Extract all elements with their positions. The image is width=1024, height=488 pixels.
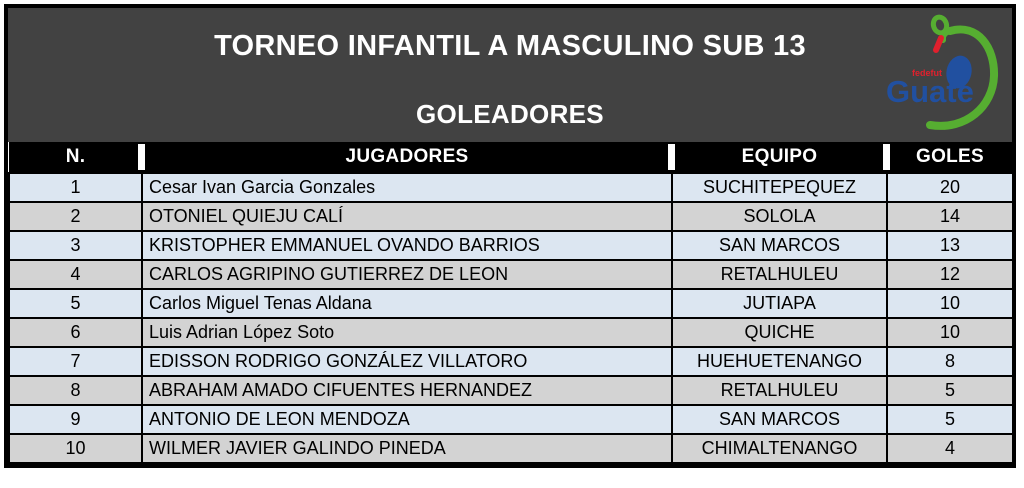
goals-cell: 13: [886, 230, 1014, 261]
rank-cell: 8: [8, 375, 143, 406]
column-header-jugadores: JUGADORES: [138, 142, 672, 173]
table-row: 4 CARLOS AGRIPINO GUTIERREZ DE LEON RETA…: [8, 259, 1014, 290]
score-sheet: TORNEO INFANTIL A MASCULINO SUB 13 GOLEA…: [4, 4, 1016, 468]
team-cell: RETALHULEU: [671, 259, 888, 290]
goals-cell: 8: [886, 346, 1014, 377]
table-row: 3 KRISTOPHER EMMANUEL OVANDO BARRIOS SAN…: [8, 230, 1014, 261]
table-row: 1 Cesar Ivan Garcia Gonzales SUCHITEPEQU…: [8, 172, 1014, 203]
player-cell: OTONIEL QUIEJU CALÍ: [141, 201, 673, 232]
team-cell: HUEHUETENANGO: [671, 346, 888, 377]
rank-cell: 6: [8, 317, 143, 348]
rank-cell: 1: [8, 172, 143, 203]
rank-cell: 7: [8, 346, 143, 377]
table-body: 1 Cesar Ivan Garcia Gonzales SUCHITEPEQU…: [8, 172, 1014, 464]
page-subtitle: GOLEADORES: [416, 99, 604, 129]
player-cell: EDISSON RODRIGO GONZÁLEZ VILLATORO: [141, 346, 673, 377]
goals-cell: 20: [886, 172, 1014, 203]
svg-text:fedefut: fedefut: [912, 68, 942, 78]
rank-cell: 10: [8, 433, 143, 464]
svg-text:Guate: Guate: [886, 74, 974, 109]
column-header-n: N.: [9, 142, 142, 173]
rank-cell: 5: [8, 288, 143, 319]
table-row: 10 WILMER JAVIER GALINDO PINEDA CHIMALTE…: [8, 433, 1014, 464]
team-cell: JUTIAPA: [671, 288, 888, 319]
column-header-goles: GOLES: [883, 142, 1013, 173]
player-cell: WILMER JAVIER GALINDO PINEDA: [141, 433, 673, 464]
player-cell: ANTONIO DE LEON MENDOZA: [141, 404, 673, 435]
goals-cell: 10: [886, 288, 1014, 319]
table-header: N. JUGADORES EQUIPO GOLES: [9, 142, 1013, 173]
rank-cell: 2: [8, 201, 143, 232]
page-title: TORNEO INFANTIL A MASCULINO SUB 13: [214, 30, 806, 62]
player-cell: ABRAHAM AMADO CIFUENTES HERNANDEZ: [141, 375, 673, 406]
team-cell: RETALHULEU: [671, 375, 888, 406]
table-row: 5 Carlos Miguel Tenas Aldana JUTIAPA 10: [8, 288, 1014, 319]
goals-cell: 10: [886, 317, 1014, 348]
goals-cell: 5: [886, 404, 1014, 435]
scorers-table: N. JUGADORES EQUIPO GOLES 1 Cesar Ivan G…: [8, 142, 1014, 464]
player-cell: Carlos Miguel Tenas Aldana: [141, 288, 673, 319]
team-cell: SOLOLA: [671, 201, 888, 232]
table-row: 2 OTONIEL QUIEJU CALÍ SOLOLA 14: [8, 201, 1014, 232]
team-cell: SUCHITEPEQUEZ: [671, 172, 888, 203]
goals-cell: 4: [886, 433, 1014, 464]
table-row: 8 ABRAHAM AMADO CIFUENTES HERNANDEZ RETA…: [8, 375, 1014, 406]
table-row: 9 ANTONIO DE LEON MENDOZA SAN MARCOS 5: [8, 404, 1014, 435]
player-cell: CARLOS AGRIPINO GUTIERREZ DE LEON: [141, 259, 673, 290]
goals-cell: 14: [886, 201, 1014, 232]
player-cell: KRISTOPHER EMMANUEL OVANDO BARRIOS: [141, 230, 673, 261]
team-cell: SAN MARCOS: [671, 230, 888, 261]
rank-cell: 3: [8, 230, 143, 261]
goals-cell: 12: [886, 259, 1014, 290]
team-cell: CHIMALTENANGO: [671, 433, 888, 464]
table-row: 7 EDISSON RODRIGO GONZÁLEZ VILLATORO HUE…: [8, 346, 1014, 377]
banner: TORNEO INFANTIL A MASCULINO SUB 13 GOLEA…: [8, 8, 1012, 142]
team-cell: QUICHE: [671, 317, 888, 348]
team-cell: SAN MARCOS: [671, 404, 888, 435]
fedefut-guate-logo-icon: fedefut Guate: [886, 14, 999, 130]
column-header-equipo: EQUIPO: [668, 142, 887, 173]
goals-cell: 5: [886, 375, 1014, 406]
rank-cell: 9: [8, 404, 143, 435]
table-row: 6 Luis Adrian López Soto QUICHE 10: [8, 317, 1014, 348]
header-row: N. JUGADORES EQUIPO GOLES: [9, 142, 1013, 173]
player-cell: Luis Adrian López Soto: [141, 317, 673, 348]
rank-cell: 4: [8, 259, 143, 290]
player-cell: Cesar Ivan Garcia Gonzales: [141, 172, 673, 203]
